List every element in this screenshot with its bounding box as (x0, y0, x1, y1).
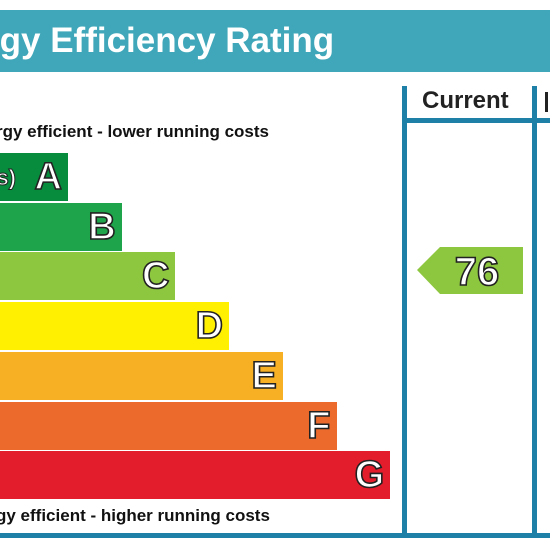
band-letter: D (195, 304, 224, 348)
band-letter: F (306, 404, 331, 448)
current-rating-arrow-shape (417, 247, 523, 294)
frame-line-right (532, 86, 537, 537)
column-header-current: Current (422, 87, 509, 114)
current-rating-value: 76 (455, 250, 500, 294)
frame-line-header (402, 118, 550, 123)
band-e: E (0, 351, 283, 400)
chart-title: rgy Efficiency Rating (0, 21, 335, 60)
next-column-header-fragment (545, 92, 548, 112)
caption-top: rgy efficient - lower running costs (0, 122, 269, 141)
band-b: B (0, 202, 122, 251)
frame-line-left (402, 86, 407, 537)
band-letter: G (354, 453, 385, 497)
band-f: F (0, 401, 337, 450)
band-letter: C (141, 255, 170, 299)
band-letter: A (34, 155, 63, 199)
band-c: C (0, 252, 176, 301)
band-letter: B (87, 205, 116, 249)
title-bar: rgy Efficiency Rating (0, 10, 550, 72)
band-letter: E (251, 354, 278, 398)
band-d: D (0, 302, 230, 351)
frame-line-bottom (0, 533, 550, 538)
band-g: G (0, 451, 391, 500)
caption-bottom: gy efficient - higher running costs (0, 506, 270, 525)
band-range: s) (0, 165, 16, 191)
